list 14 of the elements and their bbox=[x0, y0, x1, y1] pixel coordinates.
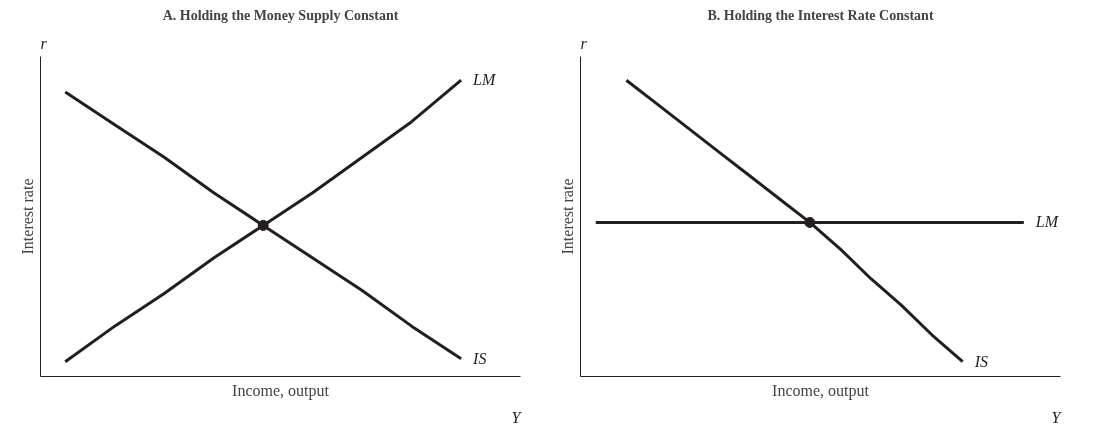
text: r bbox=[580, 34, 588, 52]
series-label: IS bbox=[973, 352, 988, 370]
y-axis-title: Interest rate bbox=[18, 178, 36, 255]
chart-title: B. Holding the Interest Rate Constant bbox=[707, 7, 934, 23]
x-axis-title: Income, output bbox=[772, 381, 870, 400]
text: Y bbox=[511, 408, 523, 426]
text: r bbox=[40, 34, 48, 52]
text: Y bbox=[1051, 408, 1063, 426]
chart-title: A. Holding the Money Supply Constant bbox=[162, 7, 399, 23]
y-axis-title: Interest rate bbox=[558, 178, 576, 255]
series-label: LM bbox=[472, 71, 498, 89]
series-label: IS bbox=[472, 349, 487, 367]
x-axis-title: Income, output bbox=[232, 381, 330, 400]
series-label: LM bbox=[1034, 213, 1060, 231]
